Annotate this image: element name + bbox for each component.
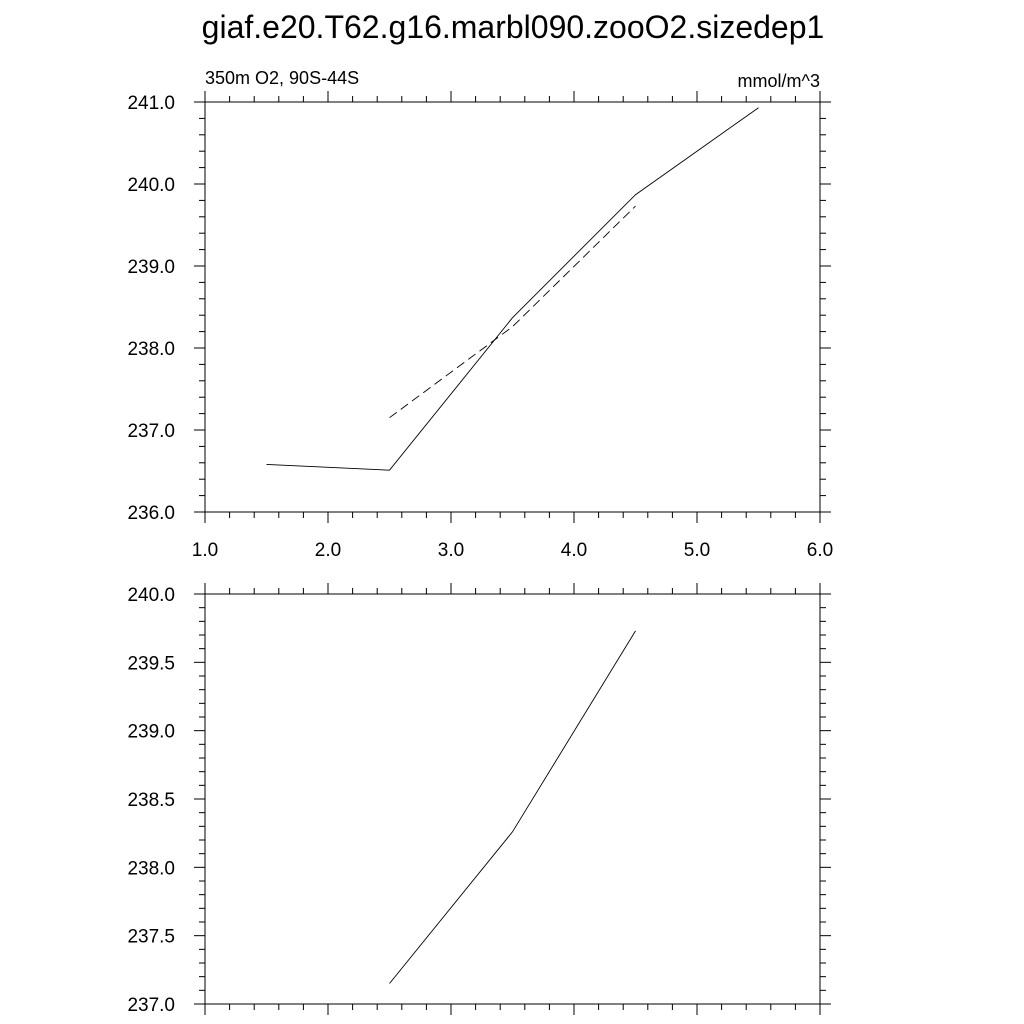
top-panel: 350m O2, 90S-44S mmol/m^3 1.0 2.0 3.0 4.0 5.… bbox=[127, 68, 833, 561]
y-tick-label: 238.0 bbox=[127, 339, 175, 360]
series-line-solid bbox=[266, 107, 759, 471]
x-tick-label: 6.0 bbox=[807, 540, 833, 561]
y-tick-label: 238.0 bbox=[127, 858, 175, 879]
bottom-panel-series bbox=[389, 630, 636, 984]
x-tick-label: 3.0 bbox=[438, 540, 464, 561]
y-tick-label: 240.0 bbox=[127, 585, 175, 606]
top-plot-frame bbox=[204, 101, 821, 513]
x-tick-label: 1.0 bbox=[192, 540, 218, 561]
y-tick-label: 237.0 bbox=[127, 421, 175, 442]
y-tick-label: 239.0 bbox=[127, 722, 175, 743]
series-line-solid bbox=[389, 630, 636, 984]
bottom-panel-ticks: 237.0 237.5 238.0 238.5 239.0 239.5 240.0 bbox=[127, 583, 831, 1016]
y-tick-label: 237.0 bbox=[127, 995, 175, 1016]
y-tick-label: 240.0 bbox=[127, 175, 175, 196]
bottom-panel: 237.0 237.5 238.0 238.5 239.0 239.5 240.0 bbox=[127, 583, 831, 1016]
y-tick-label: 239.5 bbox=[127, 653, 175, 674]
x-tick-label: 5.0 bbox=[684, 540, 710, 561]
y-tick-label: 238.5 bbox=[127, 790, 175, 811]
top-panel-series bbox=[266, 107, 759, 471]
top-panel-left-label: 350m O2, 90S-44S bbox=[205, 68, 359, 88]
x-tick-label: 2.0 bbox=[315, 540, 341, 561]
y-tick-label: 241.0 bbox=[127, 93, 175, 114]
top-panel-units-label: mmol/m^3 bbox=[738, 71, 820, 91]
y-tick-label: 236.0 bbox=[127, 503, 175, 524]
y-tick-label: 239.0 bbox=[127, 257, 175, 278]
figure-title: giaf.e20.T62.g16.marbl090.zooO2.sizedep1 bbox=[202, 9, 825, 45]
y-tick-label: 237.5 bbox=[127, 927, 175, 948]
x-tick-label: 4.0 bbox=[561, 540, 587, 561]
series-line-dashed bbox=[389, 205, 636, 419]
top-panel-ticks: 1.0 2.0 3.0 4.0 5.0 6.0 236.0 237.0 238.0 239.0 24… bbox=[127, 91, 833, 561]
bottom-plot-frame bbox=[204, 593, 821, 1005]
